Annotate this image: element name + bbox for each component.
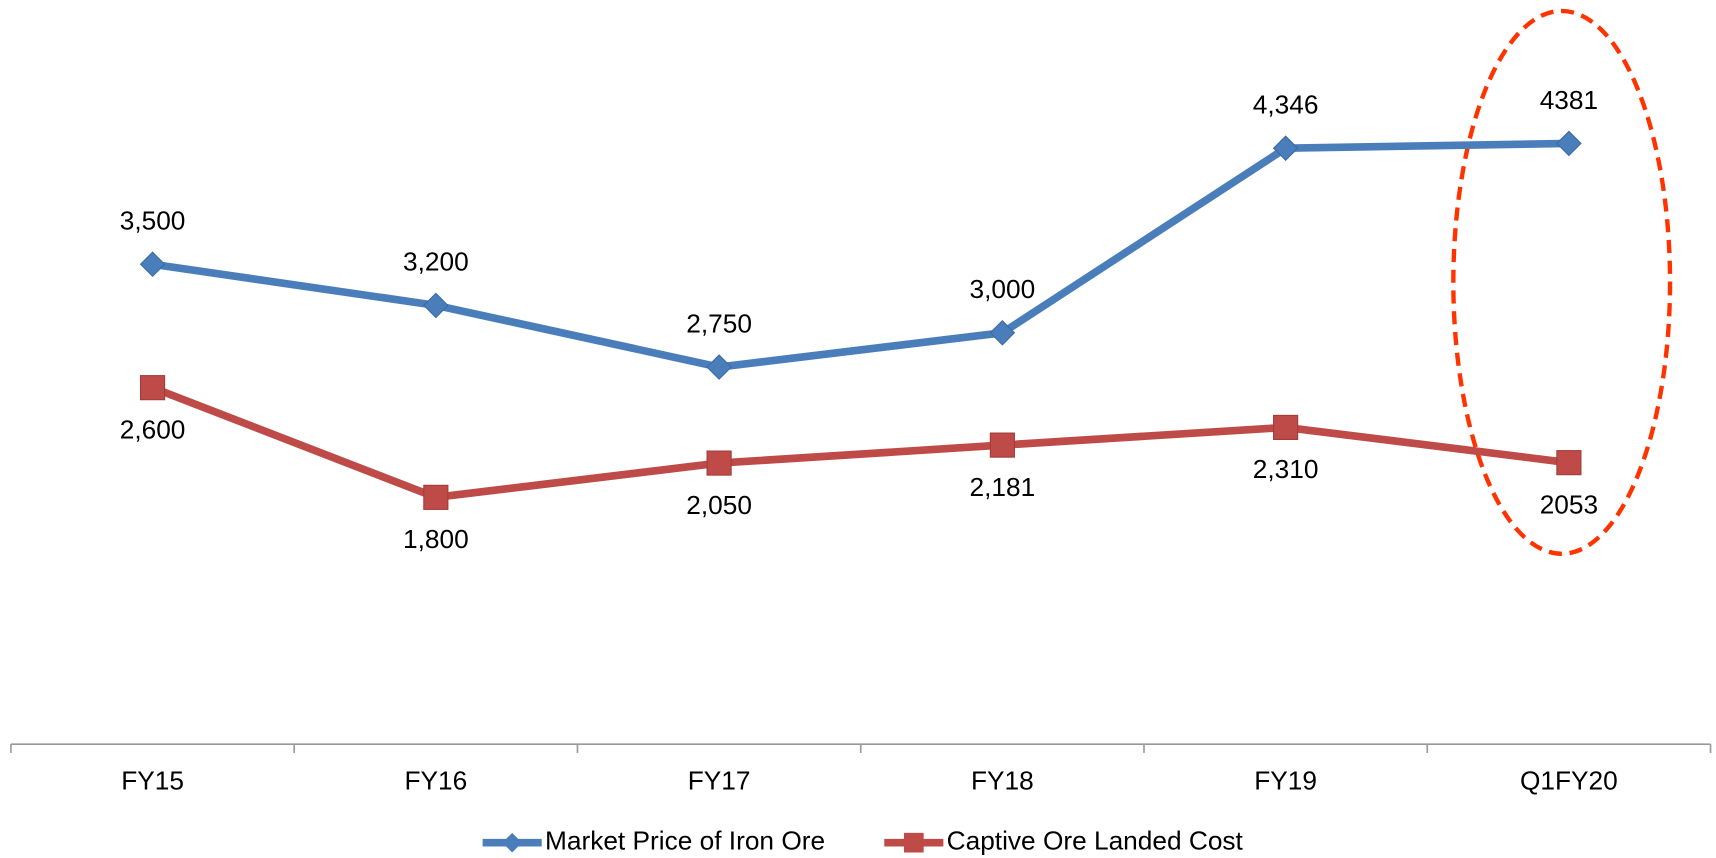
- data-label: 3,200: [403, 247, 469, 277]
- legend-marker: [502, 832, 523, 853]
- legend-label: Captive Ore Landed Cost: [947, 826, 1244, 856]
- x-tick-label: Q1FY20: [1520, 765, 1618, 795]
- data-label: 2053: [1540, 489, 1598, 519]
- data-point: [989, 319, 1016, 346]
- data-label: 1,800: [403, 524, 469, 554]
- data-label: 3,500: [120, 206, 186, 236]
- data-point: [1272, 135, 1299, 162]
- data-point: [139, 375, 166, 401]
- data-point: [423, 484, 449, 510]
- data-label: 4381: [1540, 85, 1598, 115]
- x-tick-label: FY16: [404, 765, 467, 795]
- data-label: 4,346: [1253, 90, 1319, 120]
- data-label: 2,600: [120, 414, 186, 444]
- x-tick-label: FY19: [1254, 765, 1317, 795]
- data-point: [1556, 130, 1582, 157]
- data-point: [989, 432, 1015, 458]
- x-tick-label: FY17: [688, 765, 751, 795]
- data-point: [1556, 450, 1582, 476]
- series-line: [152, 139, 1569, 371]
- legend-marker: [903, 832, 924, 853]
- data-point: [423, 292, 449, 319]
- data-point: [706, 354, 732, 380]
- x-tick-label: FY15: [121, 765, 184, 795]
- data-label: 2,310: [1253, 454, 1319, 484]
- data-label: 2,050: [686, 490, 752, 520]
- data-label: 2,750: [686, 308, 752, 338]
- x-tick-label: FY18: [971, 765, 1034, 795]
- data-label: 2,181: [970, 472, 1036, 502]
- data-point: [706, 450, 732, 476]
- legend-label: Market Price of Iron Ore: [545, 826, 825, 856]
- highlight-ellipse: [1451, 8, 1673, 556]
- series-line: [151, 384, 1570, 502]
- data-label: 3,000: [970, 274, 1036, 304]
- data-point: [1273, 414, 1299, 441]
- data-point: [139, 251, 166, 278]
